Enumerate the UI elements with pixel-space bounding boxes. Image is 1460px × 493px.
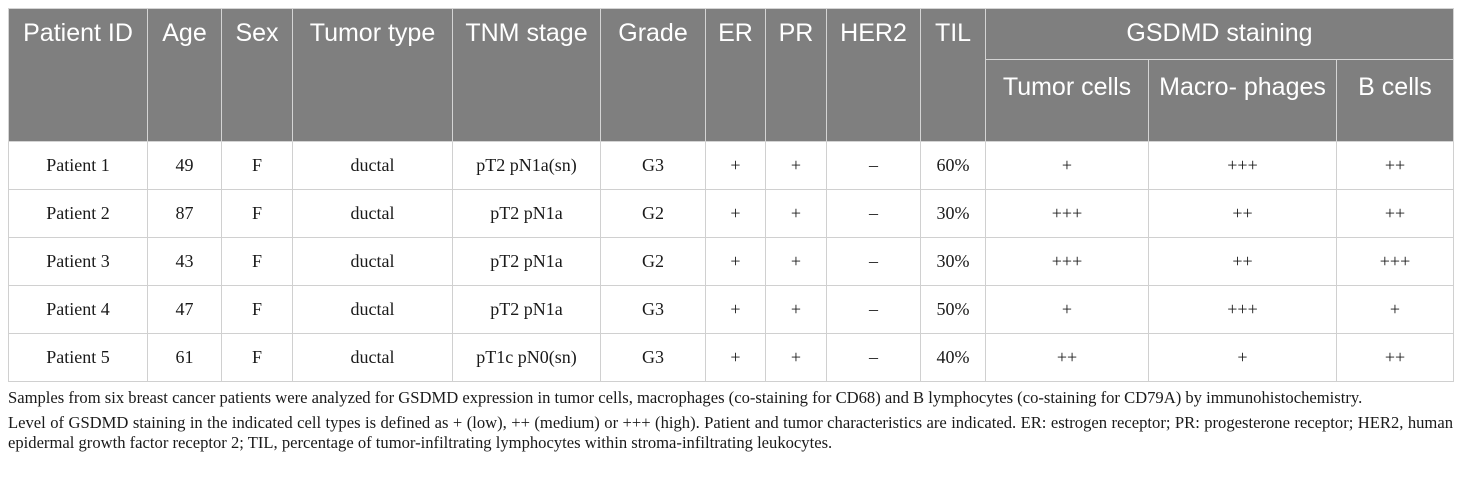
cell-age: 87 xyxy=(147,189,222,238)
cell-b-cells-staining: ++ xyxy=(1336,333,1454,382)
header-grade: Grade xyxy=(600,8,706,142)
header-age: Age xyxy=(147,8,222,142)
cell-her2: – xyxy=(826,141,921,190)
cell-til: 60% xyxy=(920,141,986,190)
cell-tnm-stage: pT1c pN0(sn) xyxy=(452,333,601,382)
header-tumor-cells: Tumor cells xyxy=(985,59,1149,142)
cell-pr: + xyxy=(765,189,827,238)
header-tumor-type: Tumor type xyxy=(292,8,453,142)
cell-grade: G3 xyxy=(600,141,706,190)
cell-tumor-cells-staining: +++ xyxy=(985,237,1149,286)
footnote: Level of GSDMD staining in the indicated… xyxy=(8,412,1453,453)
cell-b-cells-staining: ++ xyxy=(1336,189,1454,238)
cell-macrophages-staining: ++ xyxy=(1148,237,1337,286)
cell-age: 49 xyxy=(147,141,222,190)
cell-pr: + xyxy=(765,333,827,382)
cell-tumor-cells-staining: + xyxy=(985,141,1149,190)
cell-tumor-type: ductal xyxy=(292,141,453,190)
cell-er: + xyxy=(705,237,766,286)
cell-tumor-type: ductal xyxy=(292,189,453,238)
cell-sex: F xyxy=(221,141,293,190)
cell-tnm-stage: pT2 pN1a xyxy=(452,285,601,334)
header-b-cells: B cells xyxy=(1336,59,1454,142)
header-macrophages: Macro- phages xyxy=(1148,59,1337,142)
cell-er: + xyxy=(705,333,766,382)
cell-sex: F xyxy=(221,237,293,286)
cell-macrophages-staining: +++ xyxy=(1148,141,1337,190)
table-header: Patient ID Age Sex Tumor type TNM stage … xyxy=(8,8,1454,142)
cell-grade: G2 xyxy=(600,237,706,286)
header-her2: HER2 xyxy=(826,8,921,142)
cell-age: 43 xyxy=(147,237,222,286)
cell-sex: F xyxy=(221,189,293,238)
header-tnm-stage: TNM stage xyxy=(452,8,601,142)
cell-sex: F xyxy=(221,333,293,382)
cell-pr: + xyxy=(765,141,827,190)
footnote: Samples from six breast cancer patients … xyxy=(8,388,1363,407)
cell-her2: – xyxy=(826,189,921,238)
cell-er: + xyxy=(705,285,766,334)
cell-grade: G3 xyxy=(600,333,706,382)
cell-til: 30% xyxy=(920,189,986,238)
cell-macrophages-staining: ++ xyxy=(1148,189,1337,238)
cell-patient-id: Patient 1 xyxy=(8,141,148,190)
cell-er: + xyxy=(705,189,766,238)
table-container: Patient ID Age Sex Tumor type TNM stage … xyxy=(8,8,1454,382)
cell-til: 30% xyxy=(920,237,986,286)
cell-grade: G3 xyxy=(600,285,706,334)
cell-patient-id: Patient 2 xyxy=(8,189,148,238)
cell-her2: – xyxy=(826,237,921,286)
cell-age: 47 xyxy=(147,285,222,334)
cell-patient-id: Patient 4 xyxy=(8,285,148,334)
cell-macrophages-staining: + xyxy=(1148,333,1337,382)
cell-tumor-type: ductal xyxy=(292,285,453,334)
cell-grade: G2 xyxy=(600,189,706,238)
cell-tumor-type: ductal xyxy=(292,333,453,382)
cell-b-cells-staining: +++ xyxy=(1336,237,1454,286)
cell-pr: + xyxy=(765,285,827,334)
cell-age: 61 xyxy=(147,333,222,382)
header-patient-id: Patient ID xyxy=(8,8,148,142)
cell-her2: – xyxy=(826,333,921,382)
cell-til: 40% xyxy=(920,333,986,382)
header-sex: Sex xyxy=(221,8,293,142)
cell-macrophages-staining: +++ xyxy=(1148,285,1337,334)
cell-tumor-cells-staining: +++ xyxy=(985,189,1149,238)
header-gsdmd-staining: GSDMD staining xyxy=(985,8,1454,60)
cell-tnm-stage: pT2 pN1a xyxy=(452,237,601,286)
cell-patient-id: Patient 3 xyxy=(8,237,148,286)
cell-tnm-stage: pT2 pN1a(sn) xyxy=(452,141,601,190)
cell-patient-id: Patient 5 xyxy=(8,333,148,382)
cell-sex: F xyxy=(221,285,293,334)
cell-tumor-cells-staining: + xyxy=(985,285,1149,334)
header-er: ER xyxy=(705,8,766,142)
cell-tumor-cells-staining: ++ xyxy=(985,333,1149,382)
table-footnotes: Samples from six breast cancer patients … xyxy=(8,388,1453,458)
cell-til: 50% xyxy=(920,285,986,334)
cell-b-cells-staining: ++ xyxy=(1336,141,1454,190)
cell-her2: – xyxy=(826,285,921,334)
patient-table: Patient ID Age Sex Tumor type TNM stage … xyxy=(8,8,1454,382)
cell-tnm-stage: pT2 pN1a xyxy=(452,189,601,238)
cell-tumor-type: ductal xyxy=(292,237,453,286)
header-til: TIL xyxy=(920,8,986,142)
cell-er: + xyxy=(705,141,766,190)
cell-b-cells-staining: + xyxy=(1336,285,1454,334)
header-pr: PR xyxy=(765,8,827,142)
cell-pr: + xyxy=(765,237,827,286)
